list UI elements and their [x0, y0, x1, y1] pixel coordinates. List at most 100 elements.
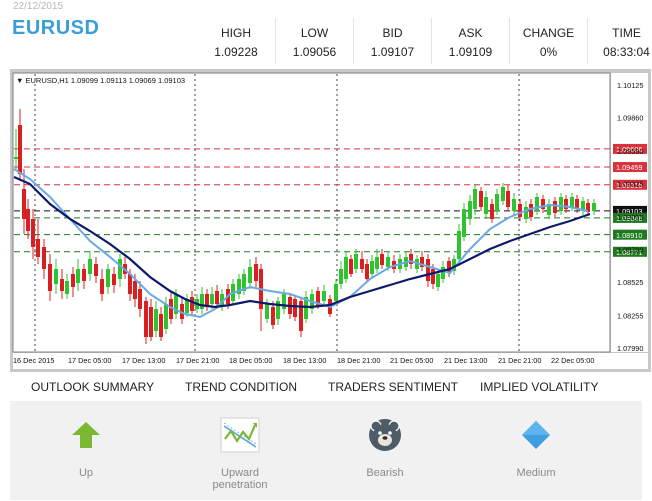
stat-value: 1.09109 [448, 45, 493, 59]
candle-body [553, 201, 557, 213]
candle-body [468, 201, 472, 219]
upward-penetration-icon [220, 415, 260, 455]
tab-outlook-summary[interactable]: OUTLOOK SUMMARY [31, 380, 155, 394]
candle-body [375, 257, 379, 269]
indicator-panel: Up Upward penetration [10, 401, 642, 500]
level-tag [613, 162, 647, 173]
price-chart[interactable]: ▼ EURUSD,H1 1.09099 1.09113 1.09069 1.09… [10, 69, 651, 372]
stat-ask: ASK 1.09109 [431, 18, 509, 64]
candle-body [365, 264, 369, 279]
stat-label: CHANGE [522, 26, 575, 40]
candle-body [237, 279, 241, 294]
indicator-label: Bearish [366, 467, 404, 479]
price-tick-label: 1.08255 [617, 311, 643, 320]
price-tick-label: 1.09325 [617, 180, 643, 189]
candle-body [185, 299, 189, 313]
indicator-sentiment[interactable]: Bearish [330, 415, 440, 479]
stat-label: LOW [300, 26, 329, 40]
candle-body [570, 197, 574, 207]
candle-body [276, 301, 280, 319]
candle-body [138, 289, 142, 309]
candle-body [271, 307, 275, 325]
time-tick-label: 22 Dec 05:00 [551, 356, 594, 365]
indicator-volatility[interactable]: Medium [481, 415, 591, 479]
candle-body [265, 304, 269, 319]
stat-value: 0% [539, 45, 558, 59]
candle-body [426, 259, 430, 281]
slow-moving-average-line [13, 175, 591, 309]
tab-implied-volatility[interactable]: IMPLIED VOLATILITY [480, 380, 599, 394]
candle-body [54, 269, 58, 284]
candle-body [547, 204, 551, 215]
indicator-label: Medium [516, 467, 556, 479]
price-tick-label: 1.08525 [617, 278, 643, 287]
indicator-trend[interactable]: Upward penetration [185, 415, 295, 491]
level-tag-label: 1.09459 [616, 163, 642, 172]
candle-body [436, 274, 440, 287]
candle-body [349, 259, 353, 274]
stat-label: TIME [612, 26, 641, 40]
candle-body [524, 207, 528, 219]
candle-body [316, 291, 320, 305]
candle-body [586, 203, 590, 212]
candle-body [386, 257, 390, 267]
candle-body [506, 191, 510, 207]
candle-body [215, 291, 219, 304]
candle-body [100, 279, 104, 294]
candle-body [581, 201, 585, 211]
candle-body [14, 157, 18, 159]
candle-body [541, 199, 545, 209]
candle-body [48, 264, 52, 291]
time-tick-label: 17 Dec 13:00 [122, 356, 165, 365]
candle-body [452, 259, 456, 271]
price-tick-label: 1.09055 [617, 213, 643, 222]
indicator-outlook[interactable]: Up [31, 415, 141, 479]
candle-body [592, 203, 596, 211]
quote-stats: HIGH 1.09228 LOW 1.09056 BID 1.09107 ASK… [197, 18, 652, 64]
candle-body [462, 209, 466, 237]
candle-body [65, 281, 69, 294]
candle-body [334, 284, 338, 301]
candle-body [144, 301, 148, 337]
candle-body [31, 219, 35, 247]
quote-date: 22/12/2015 [13, 1, 64, 12]
stat-value: 08:33:04 [603, 45, 650, 59]
stat-value: 1.09056 [292, 45, 337, 59]
level-tag-label: 1.08910 [616, 231, 642, 240]
candle-body [159, 314, 163, 337]
candle-body [575, 199, 579, 209]
price-tick-label: 1.09590 [617, 147, 643, 156]
time-tick-label: 18 Dec 13:00 [283, 356, 326, 365]
level-tag-label: 1.09315 [616, 181, 642, 190]
candle-body [380, 254, 384, 265]
symbol-title: EURUSD [12, 17, 100, 39]
level-tag [613, 212, 647, 223]
candle-body [164, 304, 168, 329]
chart-caption: ▼ EURUSD,H1 1.09099 1.09113 1.09069 1.09… [16, 76, 185, 85]
stat-value: 1.09228 [214, 45, 258, 59]
candle-body [299, 301, 303, 331]
candle-body [128, 274, 132, 294]
level-tag-label: 1.09103 [616, 207, 642, 216]
candle-body [447, 261, 451, 273]
stat-change: CHANGE 0% [509, 18, 587, 64]
level-tag-label: 1.08771 [616, 248, 642, 257]
price-chart-svg[interactable]: ▼ EURUSD,H1 1.09099 1.09113 1.09069 1.09… [10, 69, 651, 372]
candle-body [174, 294, 178, 314]
candle-body [479, 191, 483, 207]
price-tick-label: 1.07990 [617, 344, 643, 353]
candle-body [495, 194, 499, 211]
tab-trend-condition[interactable]: TREND CONDITION [185, 380, 297, 394]
candle-body [518, 204, 522, 217]
level-tag [613, 205, 647, 216]
candle-body [26, 209, 30, 231]
time-tick-label: 16 Dec 2015 [13, 356, 54, 365]
level-tag [613, 143, 647, 154]
candle-body [205, 294, 209, 307]
candle-body [94, 264, 98, 276]
tab-traders-sentiment[interactable]: TRADERS SENTIMENT [328, 380, 459, 394]
candle-body [210, 294, 214, 304]
stat-label: HIGH [221, 26, 251, 40]
candle-body [71, 274, 75, 287]
